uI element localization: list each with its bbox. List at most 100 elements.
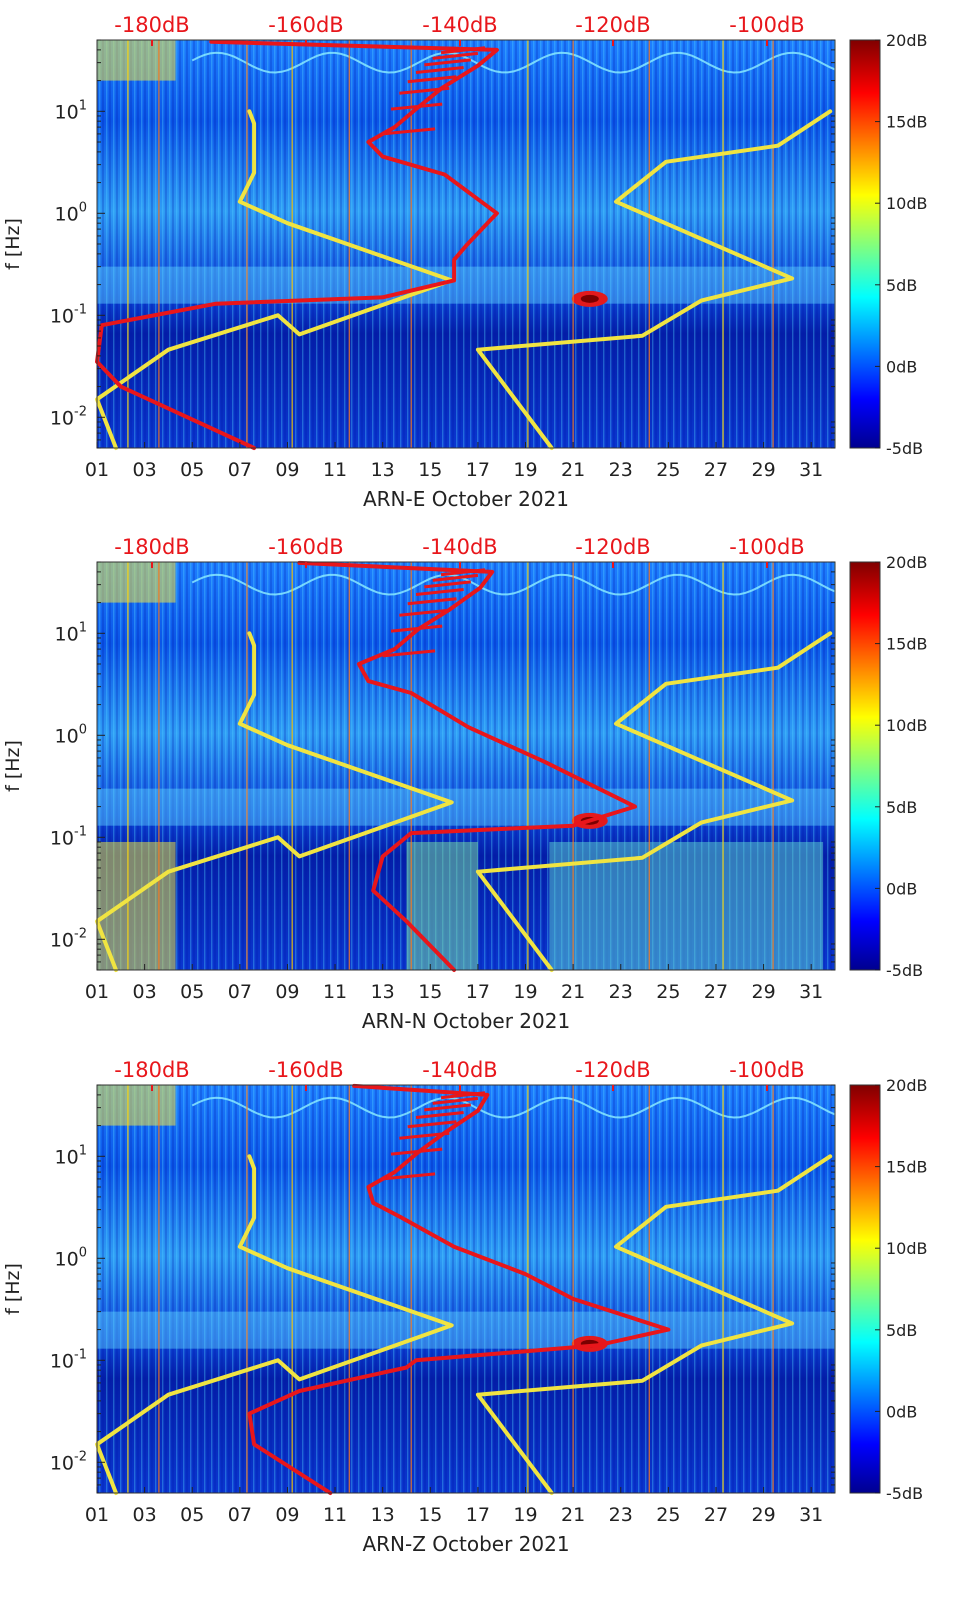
- x-tick-label: 19: [513, 981, 537, 1003]
- colorbar-tick-label: 5dB: [886, 276, 917, 295]
- x-tick-label: 29: [751, 459, 775, 481]
- y-tick-base: 10: [50, 827, 74, 849]
- x-tick-label: 11: [323, 1504, 347, 1526]
- colorbar: [849, 561, 881, 971]
- y-tick-base: 10: [50, 929, 74, 951]
- top-axis-label: -180dB: [114, 13, 189, 37]
- x-tick-label: 09: [275, 459, 299, 481]
- top-axis-label: -120dB: [575, 13, 650, 37]
- x-axis-label: ARN-E October 2021: [363, 487, 569, 511]
- colorbar-tick-label: 10dB: [886, 194, 928, 213]
- colorbar-tick-label: -5dB: [886, 1484, 923, 1503]
- noise-model-curve-yellow-2: [475, 109, 833, 450]
- x-tick-label: 15: [418, 459, 442, 481]
- y-tick-base: 10: [55, 101, 79, 123]
- x-tick-label: 01: [85, 459, 109, 481]
- early-highfreq-block: [97, 1085, 176, 1126]
- colorbar-tick-label: -5dB: [886, 439, 923, 458]
- y-tick-label: 101: [55, 98, 87, 123]
- x-tick-label: 03: [133, 459, 157, 481]
- x-tick-label: 27: [704, 981, 728, 1003]
- top-axis-label: -120dB: [575, 1058, 650, 1082]
- x-tick-label: 19: [513, 1504, 537, 1526]
- x-tick-label: 17: [466, 1504, 490, 1526]
- y-tick-label: 10-2: [50, 926, 87, 951]
- colorbar-tick-label: 20dB: [886, 31, 928, 50]
- colorbar-tick-label: 5dB: [886, 1321, 917, 1340]
- x-axis-label: ARN-N October 2021: [362, 1009, 570, 1033]
- x-tick-label: 25: [656, 981, 680, 1003]
- top-axis-label: -100dB: [729, 13, 804, 37]
- colorbar-tick-label: 0dB: [886, 1402, 917, 1421]
- x-tick-label: 09: [275, 981, 299, 1003]
- harmonic-line: [191, 51, 836, 74]
- y-axis-label: f [Hz]: [2, 218, 24, 270]
- x-tick-label: 25: [656, 459, 680, 481]
- y-tick-exponent: -1: [74, 1347, 87, 1362]
- top-axis-label: -140dB: [422, 1058, 497, 1082]
- x-tick-label: 21: [561, 981, 585, 1003]
- x-tick-label: 27: [704, 459, 728, 481]
- y-tick-exponent: 1: [79, 620, 87, 635]
- y-tick-exponent: -2: [74, 404, 87, 419]
- y-tick-label: 100: [55, 1245, 87, 1270]
- y-tick-label: 10-1: [50, 824, 87, 849]
- y-tick-base: 10: [55, 1248, 79, 1270]
- y-tick-exponent: 1: [79, 1143, 87, 1158]
- y-tick-label: 10-1: [50, 1347, 87, 1372]
- top-axis-label: -160dB: [268, 1058, 343, 1082]
- x-tick-label: 17: [466, 459, 490, 481]
- lowfreq-noise-block-2: [406, 841, 478, 970]
- y-tick-exponent: 0: [79, 1245, 87, 1260]
- early-highfreq-block: [97, 40, 176, 81]
- y-tick-base: 10: [50, 407, 74, 429]
- x-tick-label: 21: [561, 1504, 585, 1526]
- y-tick-label: 100: [55, 722, 87, 747]
- y-tick-label: 101: [55, 1143, 87, 1168]
- top-axis-label: -180dB: [114, 1058, 189, 1082]
- x-tick-label: 07: [228, 1504, 252, 1526]
- x-tick-label: 03: [133, 981, 157, 1003]
- x-tick-label: 15: [418, 1504, 442, 1526]
- y-tick-base: 10: [50, 1452, 74, 1474]
- microseism-band: [97, 266, 835, 304]
- x-tick-label: 07: [228, 981, 252, 1003]
- top-axis-label: -160dB: [268, 535, 343, 559]
- y-tick-exponent: 0: [79, 722, 87, 737]
- x-tick-label: 09: [275, 1504, 299, 1526]
- noise-model-curve-yellow-1: [95, 631, 454, 972]
- noise-model-curve-yellow-2: [475, 631, 833, 972]
- x-tick-label: 13: [371, 1504, 395, 1526]
- microseism-hotspot-core: [580, 294, 599, 303]
- y-tick-exponent: 1: [79, 98, 87, 113]
- x-tick-label: 31: [799, 1504, 823, 1526]
- colorbar-tick-label: 20dB: [886, 1076, 928, 1095]
- x-tick-label: 31: [799, 459, 823, 481]
- y-axis-label: f [Hz]: [2, 1263, 24, 1315]
- harmonic-line: [191, 573, 836, 596]
- x-tick-label: 03: [133, 1504, 157, 1526]
- x-tick-label: 01: [85, 981, 109, 1003]
- top-axis-label: -100dB: [729, 1058, 804, 1082]
- x-tick-label: 05: [180, 981, 204, 1003]
- x-tick-label: 21: [561, 459, 585, 481]
- colorbar-tick-label: 0dB: [886, 357, 917, 376]
- y-tick-base: 10: [55, 623, 79, 645]
- colorbar-tick-label: -5dB: [886, 961, 923, 980]
- x-tick-label: 23: [609, 459, 633, 481]
- top-axis-label: -160dB: [268, 13, 343, 37]
- microseism-band: [97, 788, 835, 826]
- y-tick-base: 10: [55, 1146, 79, 1168]
- noise-model-curve-yellow-2: [475, 1154, 833, 1495]
- early-highfreq-block: [97, 562, 176, 603]
- psd-curve-red-detail: [382, 46, 486, 136]
- x-tick-label: 17: [466, 981, 490, 1003]
- y-tick-exponent: -2: [74, 1449, 87, 1464]
- y-tick-label: 10-2: [50, 1449, 87, 1474]
- y-tick-base: 10: [50, 1350, 74, 1372]
- x-tick-label: 11: [323, 981, 347, 1003]
- x-axis-label: ARN-Z October 2021: [362, 1532, 569, 1556]
